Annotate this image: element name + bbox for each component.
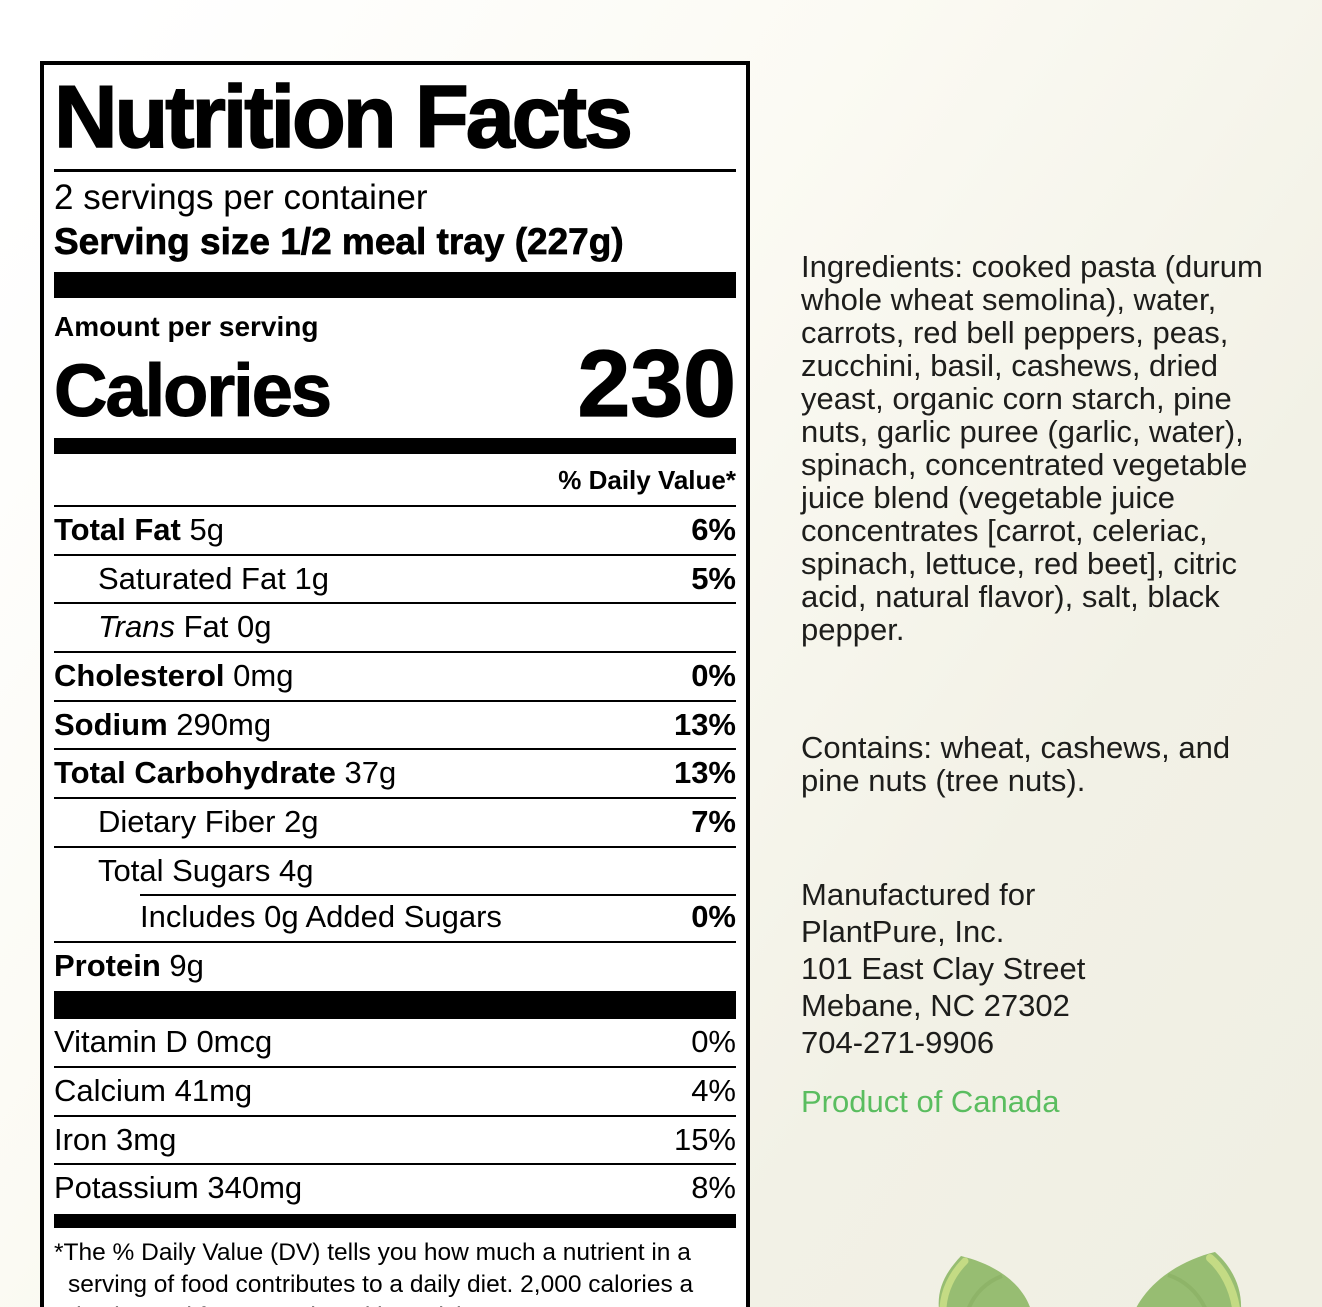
nutrient-dv: 0%	[691, 657, 736, 693]
nutrient-amount: 1g	[294, 560, 329, 596]
manufacturer-block: Manufactured for PlantPure, Inc. 101 Eas…	[801, 876, 1085, 1061]
micronutrient-row-calcium: Calcium 41mg 4%	[54, 1066, 736, 1115]
nutrient-amount: 37g	[344, 755, 397, 791]
nutrient-name-italic: Trans	[98, 609, 175, 645]
right-leaf	[1136, 1252, 1241, 1307]
nutrient-name: Total Sugars	[98, 852, 271, 888]
left-leaf	[938, 1256, 1030, 1307]
nutrient-amount: 2g	[284, 803, 319, 839]
thick-divider-bar	[54, 991, 736, 1020]
nutrient-row-total-sugars: Total Sugars 4g	[54, 845, 736, 895]
nutrient-amount: 0g	[237, 609, 272, 645]
nutrient-amount: 340mg	[207, 1170, 303, 1206]
nutrient-row-sodium: Sodium 290mg 13%	[54, 699, 736, 749]
manufactured-for-line: Manufactured for	[801, 877, 1036, 912]
nutrient-name: Dietary Fiber	[98, 803, 276, 839]
nutrient-amount: 5g	[189, 512, 224, 548]
nutrient-name: Sodium	[54, 706, 168, 742]
nutrient-name: Protein	[54, 947, 161, 983]
calories-row: Calories 230	[53, 331, 737, 438]
label-title: Nutrition Facts	[53, 67, 634, 166]
nutrient-name: Total Fat	[54, 512, 181, 548]
nutrient-amount: 9g	[169, 947, 204, 983]
nutrient-dv: 6%	[691, 512, 736, 548]
nutrient-row-added-sugars: Includes 0g Added Sugars 0%	[54, 894, 736, 941]
micronutrient-rows: Vitamin D 0mcg 0% Calcium 41mg 4% Iron 3…	[54, 1019, 736, 1212]
nutrient-name: Includes 0g Added Sugars	[140, 899, 502, 935]
nutrient-row-saturated-fat: Saturated Fat 1g 5%	[54, 553, 736, 603]
phone-number: 704-271-9906	[801, 1025, 995, 1060]
nutrient-name: Iron	[54, 1121, 108, 1157]
nutrient-name: Fat	[183, 609, 229, 645]
nutrient-name: Calcium	[54, 1073, 166, 1109]
nutrient-name: Vitamin D	[54, 1024, 188, 1060]
nutrient-row-total-fat: Total Fat 5g 6%	[54, 505, 736, 554]
nutrient-name: Potassium	[54, 1170, 199, 1206]
info-panel: Ingredients: cooked pasta (durum whole w…	[801, 0, 1293, 1307]
company-name: PlantPure, Inc.	[801, 914, 1005, 949]
allergen-contains-text: Contains: wheat, cashews, and pine nuts …	[801, 730, 1231, 798]
nutrient-row-total-carbohydrate: Total Carbohydrate 37g 13%	[54, 748, 736, 797]
nutrient-amount: 0mg	[233, 657, 294, 693]
nutrient-amount: 0mcg	[196, 1024, 273, 1060]
nutrient-dv: 4%	[691, 1073, 736, 1109]
ingredients-text: Ingredients: cooked pasta (durum whole w…	[801, 249, 1263, 647]
daily-value-footnote: *The % Daily Value (DV) tells you how mu…	[54, 1238, 694, 1307]
nutrient-row-dietary-fiber: Dietary Fiber 2g 7%	[54, 796, 736, 846]
indented-divider	[140, 894, 736, 897]
nutrient-amount: 290mg	[176, 706, 272, 742]
nutrient-dv: 5%	[691, 560, 736, 596]
nutrient-dv: 0%	[691, 1024, 736, 1060]
calories-label: Calories	[53, 349, 332, 433]
nutrient-row-protein: Protein 9g	[54, 940, 736, 990]
nutrient-name: Saturated Fat	[98, 560, 286, 596]
nutrient-amount: 4g	[278, 852, 314, 888]
city-state-zip: Mebane, NC 27302	[801, 988, 1070, 1023]
nutrient-dv: 13%	[673, 706, 736, 742]
micronutrient-row-potassium: Potassium 340mg 8%	[54, 1163, 736, 1212]
servings-per-container: 2 servings per container	[54, 178, 428, 217]
nutrition-facts-label: Nutrition Facts 2 servings per container…	[40, 61, 750, 1307]
nutrient-name: Total Carbohydrate	[54, 755, 336, 791]
nutrient-dv: 15%	[673, 1121, 736, 1157]
basil-leaves-icon	[938, 1252, 1241, 1307]
nutrient-name: Cholesterol	[54, 657, 225, 693]
title-divider	[54, 169, 736, 172]
nutrient-row-cholesterol: Cholesterol 0mg 0%	[54, 650, 736, 700]
serving-size: Serving size 1/2 meal tray (227g)	[54, 221, 624, 263]
nutrient-dv: 8%	[691, 1170, 736, 1206]
street-address: 101 East Clay Street	[801, 951, 1086, 986]
nutrient-amount: 41mg	[174, 1073, 253, 1109]
nutrient-row-trans-fat: Trans Fat 0g	[54, 602, 736, 651]
micronutrient-row-iron: Iron 3mg 15%	[54, 1114, 736, 1164]
footnote-divider-bar	[54, 1213, 736, 1228]
calories-value: 230	[577, 331, 737, 438]
product-of-canada-text: Product of Canada	[801, 1084, 1060, 1119]
medium-divider-bar	[54, 438, 736, 455]
nutrient-dv: 7%	[691, 803, 736, 839]
nutrient-dv: 0%	[691, 899, 736, 935]
daily-value-header: % Daily Value*	[558, 465, 736, 496]
thick-divider-bar	[54, 271, 736, 298]
nutrient-dv: 13%	[673, 755, 736, 791]
nutrient-rows: Total Fat 5g 6% Saturated Fat 1g 5% Tran…	[54, 505, 736, 989]
micronutrient-row-vitamin-d: Vitamin D 0mcg 0%	[54, 1019, 736, 1066]
amount-per-serving-label: Amount per serving	[54, 310, 319, 342]
nutrient-amount: 3mg	[116, 1121, 177, 1157]
